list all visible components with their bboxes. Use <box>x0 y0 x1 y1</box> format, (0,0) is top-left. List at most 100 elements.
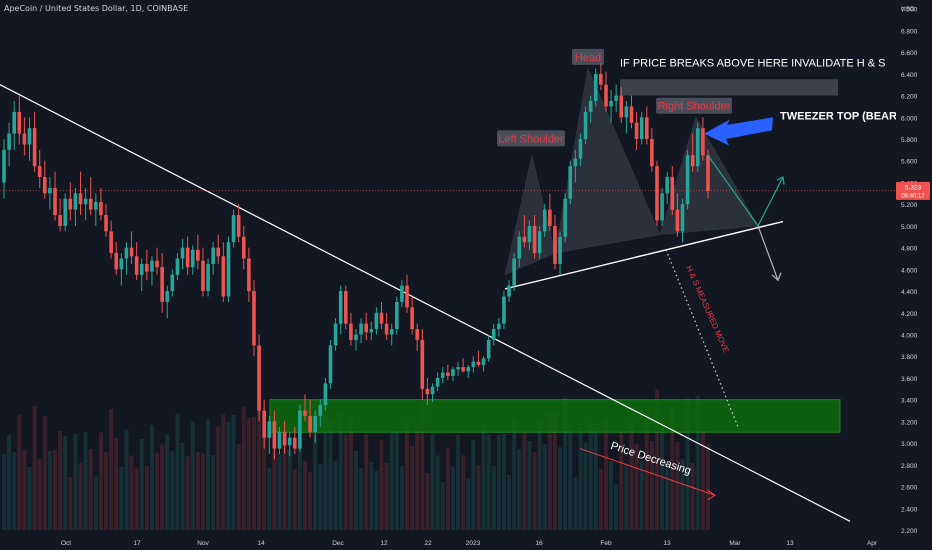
volume-bar <box>644 424 649 530</box>
price-tick-label: 4.200 <box>901 311 918 318</box>
volume-bar <box>144 465 149 530</box>
volume-bar <box>343 435 348 530</box>
candle-body <box>701 128 705 156</box>
volume-bar <box>241 407 246 530</box>
volume-bar <box>598 469 603 530</box>
volume-bar <box>88 449 93 530</box>
candle-body <box>354 334 358 340</box>
volume-bar <box>226 422 231 530</box>
time-tick-label: Nov <box>197 540 209 547</box>
candle-body <box>517 236 522 259</box>
candle-body <box>206 263 210 292</box>
candle-body <box>374 312 379 330</box>
candle-body <box>53 187 57 216</box>
candle-body <box>226 242 231 297</box>
volume-bar <box>354 451 358 530</box>
candle-body <box>99 202 103 216</box>
volume-bar <box>685 398 690 530</box>
candle-body <box>583 111 588 140</box>
volume-bar <box>649 441 654 530</box>
volume-bar <box>639 461 644 530</box>
volume-bar <box>124 430 129 530</box>
volume-bar <box>78 463 83 530</box>
candle-body <box>476 361 481 365</box>
neckline <box>504 220 784 290</box>
candle-body <box>685 155 690 205</box>
volume-bar <box>53 450 58 530</box>
volume-bar <box>547 413 552 530</box>
candle-body <box>558 236 562 264</box>
price-tick-label: 2.200 <box>901 528 918 535</box>
volume-bar <box>190 421 195 530</box>
candle-body <box>497 323 501 330</box>
candle-body <box>333 323 338 346</box>
candle-body <box>507 285 511 297</box>
candle-body <box>619 95 624 118</box>
projection-down-arrow <box>757 225 779 281</box>
volume-bar <box>272 419 277 530</box>
candle-body <box>73 193 78 210</box>
symbol-title: ApeCoin / United States Dollar, 1D, COIN… <box>4 4 189 13</box>
candle-body <box>247 258 251 292</box>
volume-bar <box>415 421 420 530</box>
volume-bar <box>282 420 287 530</box>
candle-body <box>604 84 608 107</box>
candle-body <box>430 386 435 395</box>
tweezer-top-note: TWEEZER TOP (BEARISH) <box>780 110 919 122</box>
candle-body <box>160 267 164 302</box>
candle-body <box>277 432 282 449</box>
volume-bar <box>32 406 37 530</box>
volume-bar <box>425 473 430 530</box>
volume-bar <box>440 482 445 530</box>
price-tick-label: 4.800 <box>901 246 918 253</box>
volume-bar <box>109 409 114 530</box>
volume-bar <box>471 440 476 530</box>
volume-bar <box>695 396 700 530</box>
head-label: Head <box>575 52 601 64</box>
volume-bar <box>405 423 410 530</box>
candle-body <box>415 329 420 340</box>
volume-bar <box>185 456 190 530</box>
candle-body <box>624 106 629 118</box>
candle-body <box>185 247 190 268</box>
price-tick-label: 3.200 <box>901 419 918 426</box>
arrowhead-up <box>776 176 785 185</box>
volume-bar <box>680 459 685 530</box>
time-tick-label: 2023 <box>466 540 481 547</box>
volume-bar <box>93 475 98 530</box>
candle-body <box>2 149 6 183</box>
price-tick-label: 3.400 <box>901 398 918 405</box>
candle-body <box>665 177 669 194</box>
price-tick-label: 5.800 <box>901 137 918 144</box>
candle-body <box>568 166 573 199</box>
candle-body <box>211 247 215 264</box>
candle-body <box>190 249 195 268</box>
candle-body <box>425 388 430 395</box>
volume-bar <box>165 434 170 530</box>
volume-bar <box>399 466 404 530</box>
candle-body <box>522 236 527 243</box>
volume-bar <box>507 475 512 530</box>
volume-bar <box>690 463 695 530</box>
candle-body <box>343 291 348 324</box>
candle-body <box>134 256 139 275</box>
candle-body <box>440 372 445 378</box>
candle-body <box>695 128 700 167</box>
price-tick-label: 6.600 <box>901 50 918 57</box>
time-tick-label: Feb <box>600 540 612 547</box>
candle-body <box>512 258 516 286</box>
volume-bar <box>98 432 103 530</box>
time-tick-label: Mar <box>729 540 741 547</box>
volume-bar <box>251 417 256 530</box>
volume-bar <box>195 452 200 530</box>
volume-bar <box>445 447 450 530</box>
candle-body <box>563 198 567 237</box>
candle-body <box>313 415 317 433</box>
volume-bar <box>323 415 328 530</box>
candle-body <box>165 291 170 302</box>
volume-bar <box>542 444 547 530</box>
volume-bar <box>374 471 379 530</box>
volume-bar <box>348 416 353 530</box>
measured-move-line <box>665 249 739 428</box>
